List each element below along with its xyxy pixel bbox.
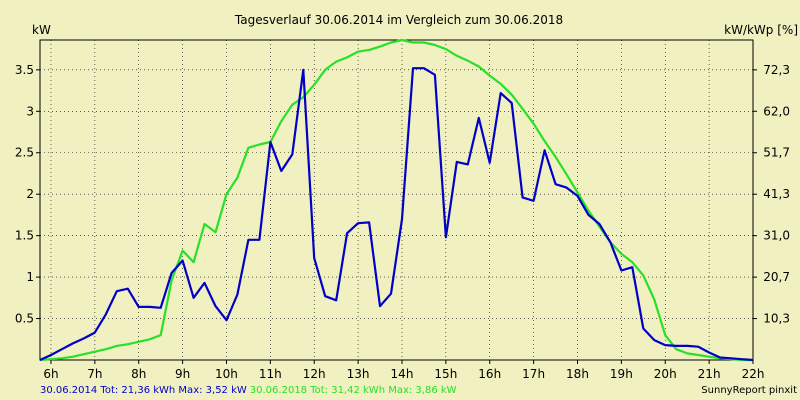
x-tick-label: 7h: [87, 367, 102, 381]
x-tick-label: 13h: [347, 367, 370, 381]
x-tick-label: 9h: [175, 367, 190, 381]
series-line-30-06-2014: [39, 67, 754, 362]
y-tick-label-right: 20,7: [763, 270, 790, 284]
y-tick-label-left: 3: [26, 104, 34, 118]
x-tick-label: 16h: [478, 367, 501, 381]
legend-2014-text: 30.06.2014 Tot: 21,36 kWh Max: 3,52 kW: [40, 385, 247, 396]
x-tick-label: 12h: [303, 367, 326, 381]
y-axis-right-label: kW/kWp [%]: [724, 23, 798, 37]
x-tick-label: 8h: [131, 367, 146, 381]
series-line-30-06-2018: [39, 38, 753, 362]
y-tick-label-left: 3.5: [15, 63, 34, 77]
x-tick-label: 21h: [698, 367, 721, 381]
x-tick-label: 17h: [522, 367, 545, 381]
legend-2014: 30.06.2014 Tot: 21,36 kWh Max: 3,52 kW 30…: [40, 385, 457, 396]
legend-2018-text: 30.06.2018 Tot: 31,42 kWh Max: 3,86 kW: [250, 385, 457, 396]
x-tick-label: 19h: [610, 367, 633, 381]
x-tick-label: 22h: [742, 367, 765, 381]
x-tick-label: 10h: [215, 367, 238, 381]
y-tick-label-right: 51,7: [763, 146, 790, 160]
x-tick-label: 20h: [654, 367, 677, 381]
plot-frame: [39, 39, 754, 361]
y-tick-label-left: 2: [26, 187, 34, 201]
series-group: [39, 38, 754, 362]
y-tick-label-left: 1: [26, 270, 34, 284]
y-tick-label-right: 31,0: [763, 229, 790, 243]
chart-title: Tagesverlauf 30.06.2014 im Vergleich zum…: [234, 13, 563, 27]
y-tick-label-right: 72,3: [763, 63, 790, 77]
y-axis-left-label: kW: [32, 23, 51, 37]
y-tick-label-left: 1.5: [15, 229, 34, 243]
y-tick-label-left: 2.5: [15, 146, 34, 160]
footer-credit: SunnyReport pinxit: [701, 385, 797, 396]
x-tick-label: 15h: [434, 367, 457, 381]
grid: [40, 40, 753, 360]
x-tick-label: 6h: [43, 367, 58, 381]
x-tick-label: 11h: [259, 367, 282, 381]
y-tick-label-right: 41,3: [763, 187, 790, 201]
y-tick-label-left: 0.5: [15, 312, 34, 326]
x-tick-label: 18h: [566, 367, 589, 381]
axes: 6h 7h 8h 9h 10h 11h 12h 13h 14h 15h 16h 17h 18h 19h 20…: [15, 63, 790, 381]
y-tick-label-right: 10,3: [763, 312, 790, 326]
y-tick-label-right: 62,0: [763, 104, 790, 118]
x-tick-label: 14h: [391, 367, 414, 381]
